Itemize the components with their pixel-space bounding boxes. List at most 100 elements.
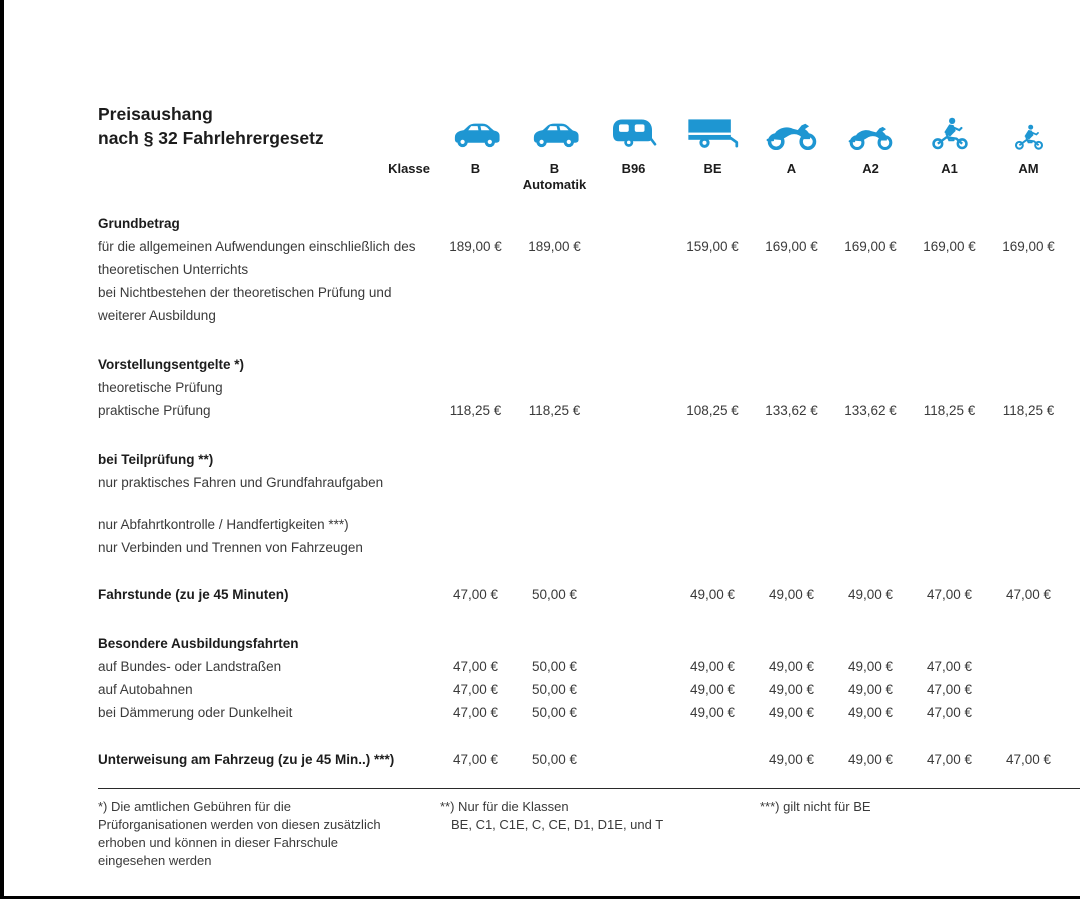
- price-cell-a1: 47,00 €: [926, 705, 973, 720]
- price-cell-b: 47,00 €: [452, 705, 499, 720]
- table-row: praktische Prüfung 118,25 € 118,25 € 108,25…: [98, 399, 1080, 422]
- class-column-label-b96: B96: [594, 161, 673, 193]
- price-cell-b-automatik: 50,00 €: [531, 587, 578, 602]
- price-cell-b: 47,00 €: [452, 587, 499, 602]
- price-table: Grundbetrag für die allgemeinen Aufwendun…: [98, 212, 1080, 771]
- class-column-icon-cell-b96: [594, 108, 673, 150]
- class-column-icon-cell-am: [989, 108, 1068, 150]
- class-column-label-b-automatik: B Automatik: [515, 161, 594, 193]
- content-area: Preisaushang nach § 32 Fahrlehrergesetz …: [98, 0, 1080, 870]
- table-row: Fahrstunde (zu je 45 Minuten) 47,00 € 50,0…: [98, 583, 1080, 606]
- class-column-label-be: BE: [673, 161, 752, 193]
- footnote-1: *) Die amtlichen Gebühren für die Prüforg…: [98, 798, 440, 870]
- price-cell-a2: 49,00 €: [847, 587, 894, 602]
- price-cell-a2: 49,00 €: [847, 659, 894, 674]
- price-cell-a2: 49,00 €: [847, 752, 894, 767]
- price-cell-a1: 47,00 €: [926, 752, 973, 767]
- price-cell-a: 169,00 €: [765, 239, 818, 254]
- class-column-icon-cell-a2: [831, 108, 910, 150]
- footer-divider: [98, 788, 1080, 789]
- price-cell-b: 118,25 €: [449, 403, 502, 418]
- caravan-icon: [610, 116, 658, 150]
- trailer-icon: [685, 116, 741, 150]
- footnote-line: ***) gilt nicht für BE: [760, 799, 871, 814]
- price-cell-a1: 47,00 €: [926, 587, 973, 602]
- price-cell-be: 49,00 €: [689, 682, 736, 697]
- footnote-3: ***) gilt nicht für BE: [760, 798, 1020, 870]
- class-label: B: [470, 161, 481, 176]
- price-cell-a2: 133,62 €: [844, 403, 897, 418]
- class-label: A2: [862, 161, 879, 176]
- footnote-line: *) Die amtlichen Gebühren für die: [98, 799, 291, 814]
- price-cell-b-automatik: 50,00 €: [531, 752, 578, 767]
- page-title: Preisaushang nach § 32 Fahrlehrergesetz: [98, 102, 436, 150]
- class-label: B96: [621, 161, 646, 176]
- bottom-edge-bar: [0, 896, 1080, 899]
- row-label: nur praktisches Fahren und Grundfahraufg…: [98, 475, 384, 490]
- table-row: bei Dämmerung oder Dunkelheit 47,00 € 50,0…: [98, 701, 1080, 724]
- class-label: AM: [1018, 161, 1039, 176]
- price-cell-b-automatik: 118,25 €: [528, 403, 581, 418]
- klasse-label: Klasse: [388, 161, 430, 176]
- car-icon: [529, 120, 581, 150]
- row-label: auf Bundes- oder Landstraßen: [98, 659, 282, 674]
- class-column-label-am: AM: [989, 161, 1068, 193]
- price-cell-be: 159,00 €: [686, 239, 739, 254]
- price-cell-be: 49,00 €: [689, 587, 736, 602]
- class-column-icon-cell-b-automatik: [515, 108, 594, 150]
- footnote-2: **) Nur für die Klassen BE, C1, C1E, C, C…: [440, 798, 760, 870]
- table-row: nur Abfahrtkontrolle / Handfertigkeiten …: [98, 513, 1080, 536]
- page-title-line2: nach § 32 Fahrlehrergesetz: [98, 128, 324, 148]
- footnotes: *) Die amtlichen Gebühren für die Prüforg…: [98, 798, 1080, 870]
- class-column-icon-cell-be: [673, 108, 752, 150]
- class-column-label-b: B: [436, 161, 515, 193]
- table-row: auf Bundes- oder Landstraßen 47,00 € 50,00…: [98, 655, 1080, 678]
- price-cell-a: 49,00 €: [768, 682, 815, 697]
- price-cell-a: 133,62 €: [765, 403, 818, 418]
- table-row: für die allgemeinen Aufwendungen einschl…: [98, 235, 1080, 281]
- price-cell-a: 49,00 €: [768, 659, 815, 674]
- price-cell-b: 47,00 €: [452, 752, 499, 767]
- row-label: bei Nichtbestehen der theoretischen Prüf…: [98, 285, 392, 323]
- row-label: für die allgemeinen Aufwendungen einschl…: [98, 239, 416, 277]
- price-cell-a2: 49,00 €: [847, 682, 894, 697]
- footnote-line: erhoben und können in dieser Fahrschule: [98, 835, 338, 850]
- footnote-line: **) Nur für die Klassen: [440, 799, 569, 814]
- price-cell-a: 49,00 €: [768, 705, 815, 720]
- price-cell-be: 49,00 €: [689, 705, 736, 720]
- price-cell-b: 47,00 €: [452, 659, 499, 674]
- motorcycle-rider-icon: [930, 116, 970, 150]
- table-row: nur Verbinden und Trennen von Fahrzeugen: [98, 536, 1080, 559]
- class-column-icon-cell-a1: [910, 108, 989, 150]
- price-cell-a: 49,00 €: [768, 587, 815, 602]
- motorcycle-icon: [843, 120, 899, 150]
- section-header-row: Vorstellungsentgelte *): [98, 353, 1080, 376]
- price-cell-b-automatik: 50,00 €: [531, 659, 578, 674]
- section-title: bei Teilprüfung **): [98, 452, 214, 467]
- class-label: A1: [941, 161, 958, 176]
- footnote-line: Prüforganisationen werden von diesen zus…: [98, 817, 381, 832]
- class-column-icon-cell-a: [752, 108, 831, 150]
- page-title-line1: Preisaushang: [98, 104, 213, 124]
- price-cell-a1: 169,00 €: [923, 239, 976, 254]
- price-cell-b: 47,00 €: [452, 682, 499, 697]
- price-cell-be: 49,00 €: [689, 659, 736, 674]
- price-cell-a1: 118,25 €: [923, 403, 976, 418]
- class-column-icon-cell-b: [436, 108, 515, 150]
- price-cell-a1: 47,00 €: [926, 659, 973, 674]
- row-gap: [98, 494, 1080, 513]
- table-row: theoretische Prüfung: [98, 376, 1080, 399]
- price-cell-b-automatik: 50,00 €: [531, 705, 578, 720]
- class-column-label-a: A: [752, 161, 831, 193]
- price-cell-b-automatik: 50,00 €: [531, 682, 578, 697]
- section-header-row: Grundbetrag: [98, 212, 1080, 235]
- section-header-row: Besondere Ausbildungsfahrten: [98, 632, 1080, 655]
- class-sublabel: Automatik: [522, 177, 587, 192]
- class-column-label-a2: A2: [831, 161, 910, 193]
- table-row: bei Nichtbestehen der theoretischen Prüf…: [98, 281, 1080, 327]
- price-cell-a2: 169,00 €: [844, 239, 897, 254]
- price-cell-am: 118,25 €: [1002, 403, 1055, 418]
- row-label: nur Verbinden und Trennen von Fahrzeugen: [98, 540, 363, 555]
- table-header: Preisaushang nach § 32 Fahrlehrergesetz …: [98, 102, 1080, 193]
